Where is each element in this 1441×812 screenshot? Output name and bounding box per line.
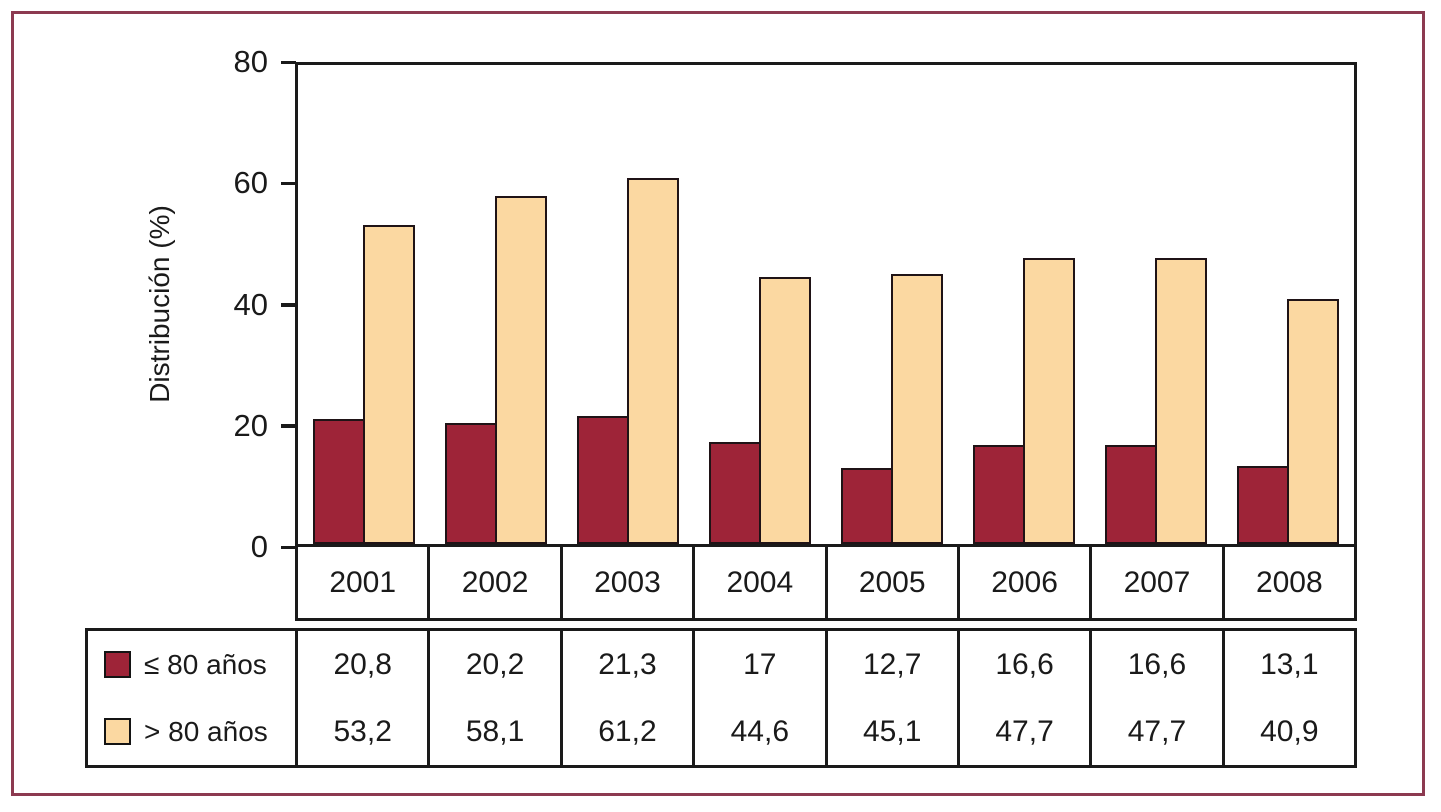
y-axis-tick xyxy=(281,545,296,549)
bar-gt80-2006 xyxy=(1022,258,1075,544)
bar-le80-2005 xyxy=(841,467,894,544)
bar-le80-2004 xyxy=(709,442,762,544)
table-cell-le80-2002: 20,2 xyxy=(465,647,525,681)
table-column-2005: 12,7 45,1 xyxy=(824,631,957,765)
bar-group-2007 xyxy=(1090,65,1222,544)
y-axis-tick-label: 0 xyxy=(250,529,268,564)
table-column-2004: 17 44,6 xyxy=(692,631,824,765)
bar-group-2008 xyxy=(1222,65,1354,544)
bar-group-2006 xyxy=(958,65,1090,544)
bar-gt80-2001 xyxy=(362,225,415,544)
table-cell-le80-2003: 21,3 xyxy=(598,647,657,681)
table-column-2006: 16,6 47,7 xyxy=(956,631,1089,765)
bar-group-2003 xyxy=(562,65,694,544)
table-cell-le80-2001: 20,8 xyxy=(333,647,392,681)
table-cell-gt80-2007: 47,7 xyxy=(1127,714,1187,748)
y-axis-tick xyxy=(281,424,296,428)
legend-entry-le80: ≤ 80 años xyxy=(88,631,295,698)
y-axis-tick xyxy=(281,303,296,307)
bar-gt80-2003 xyxy=(626,177,679,544)
table-cell-le80-2008: 13,1 xyxy=(1260,647,1319,681)
legend-swatch-le80-icon xyxy=(104,651,131,678)
year-cell-2005: 2005 xyxy=(824,547,957,618)
bar-le80-2001 xyxy=(313,419,366,544)
bar-group-2002 xyxy=(430,65,562,544)
bar-gt80-2007 xyxy=(1154,258,1207,544)
data-table: ≤ 80 años > 80 años 20,8 53,2 20,2 58,1 21,3… xyxy=(85,628,1357,768)
bar-gt80-2002 xyxy=(494,196,547,544)
x-axis-year-row: 2001 2002 2003 2004 2005 2006 2007 2008 xyxy=(295,547,1357,621)
table-cell-gt80-2005: 45,1 xyxy=(862,714,922,748)
table-column-2003: 21,3 61,2 xyxy=(559,631,692,765)
table-cell-gt80-2002: 58,1 xyxy=(465,714,525,748)
table-cell-gt80-2006: 47,7 xyxy=(995,714,1054,748)
table-cell-gt80-2004: 44,6 xyxy=(730,714,789,748)
table-cell-le80-2004: 17 xyxy=(743,647,777,681)
bar-le80-2003 xyxy=(577,416,630,544)
year-cell-2002: 2002 xyxy=(427,547,559,618)
year-cell-2004: 2004 xyxy=(692,547,824,618)
bar-gt80-2008 xyxy=(1286,299,1339,544)
table-column-2001: 20,8 53,2 xyxy=(295,631,427,765)
table-cell-le80-2005: 12,7 xyxy=(862,647,922,681)
legend-column: ≤ 80 años > 80 años xyxy=(88,631,295,765)
year-cell-2003: 2003 xyxy=(559,547,692,618)
bar-le80-2007 xyxy=(1105,444,1158,544)
y-axis-tick xyxy=(281,60,296,64)
table-cell-gt80-2001: 53,2 xyxy=(333,714,392,748)
table-cell-gt80-2003: 61,2 xyxy=(598,714,657,748)
bar-le80-2006 xyxy=(973,444,1026,544)
bar-group-2001 xyxy=(298,65,430,544)
legend-swatch-gt80-icon xyxy=(104,718,131,745)
table-column-2002: 20,2 58,1 xyxy=(427,631,559,765)
table-cell-gt80-2008: 40,9 xyxy=(1260,714,1319,748)
y-axis-tick-label: 40 xyxy=(233,286,268,322)
figure-border xyxy=(11,11,1425,796)
year-cell-2007: 2007 xyxy=(1089,547,1221,618)
table-column-2007: 16,6 47,7 xyxy=(1089,631,1221,765)
bar-group-2005 xyxy=(826,65,958,544)
table-column-2008: 13,1 40,9 xyxy=(1221,631,1354,765)
year-cell-2006: 2006 xyxy=(956,547,1089,618)
table-cell-le80-2006: 16,6 xyxy=(995,647,1054,681)
legend-entry-gt80: > 80 años xyxy=(88,698,295,765)
y-axis-tick-label: 60 xyxy=(233,165,268,201)
table-cell-le80-2007: 16,6 xyxy=(1127,647,1187,681)
bar-group-2004 xyxy=(694,65,826,544)
year-cell-2001: 2001 xyxy=(329,565,397,599)
y-axis-tick-label: 80 xyxy=(233,44,268,79)
y-axis-tick xyxy=(281,181,296,186)
bar-gt80-2005 xyxy=(890,273,943,544)
plot-area xyxy=(295,62,1357,547)
year-cell-2008: 2008 xyxy=(1221,547,1354,618)
bar-le80-2008 xyxy=(1237,465,1290,544)
legend-label-le80: ≤ 80 años xyxy=(144,648,267,680)
legend-label-gt80: > 80 años xyxy=(144,715,268,747)
y-axis: 0 20 40 60 80 xyxy=(0,45,296,564)
bar-gt80-2004 xyxy=(758,276,811,544)
y-axis-tick-label: 20 xyxy=(233,407,268,443)
bar-le80-2002 xyxy=(445,423,498,544)
